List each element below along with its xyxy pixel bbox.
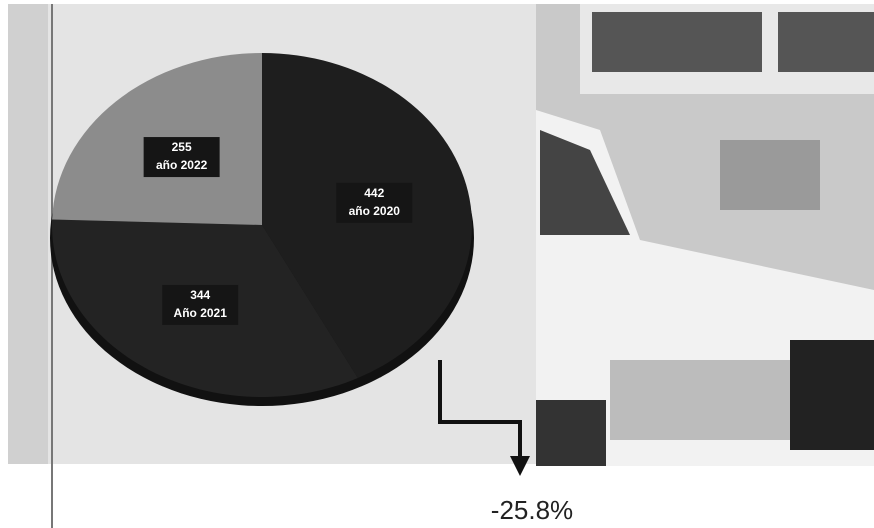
photo — [536, 4, 874, 466]
label-box — [336, 182, 413, 223]
arrow — [438, 360, 522, 458]
grille — [790, 340, 874, 450]
headlight — [610, 360, 800, 440]
category-label: Año 2021 — [174, 306, 228, 320]
window — [720, 140, 820, 210]
label-box — [162, 284, 239, 325]
data-label: 442 — [364, 186, 384, 200]
data-label: 255 — [172, 140, 192, 154]
category-label: año 2020 — [349, 204, 401, 218]
arrow-head — [510, 456, 530, 476]
category-label: año 2022 — [156, 158, 208, 172]
panel-edge — [8, 4, 48, 464]
annotation: -25.8% — [491, 495, 573, 525]
windshield — [540, 130, 630, 235]
label-box — [143, 137, 220, 178]
data-label: 344 — [190, 288, 210, 302]
window — [778, 12, 874, 72]
window — [592, 12, 762, 72]
pie: 442 año 2020 344 Año 2021 255 año 2022 — [51, 53, 472, 398]
wheel — [536, 400, 606, 466]
